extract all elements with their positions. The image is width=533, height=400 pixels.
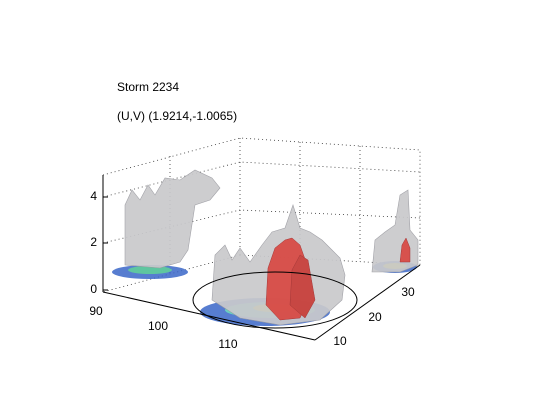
subtitle: (U,V) (1.9214,-1.0065) — [117, 109, 237, 123]
y-tick-label: 20 — [368, 310, 382, 324]
x-tick-label: 110 — [218, 337, 237, 351]
axes — [102, 175, 421, 341]
isosurface-red — [265, 237, 411, 321]
z-tick-label: 0 — [90, 282, 97, 296]
box-grid — [102, 137, 421, 293]
region-ellipse — [192, 271, 358, 329]
x-tick-label: 100 — [148, 319, 168, 333]
y-tick-label: 30 — [401, 285, 415, 299]
z-tick-label: 2 — [90, 235, 97, 249]
y-tick-label: 10 — [333, 334, 347, 348]
z-tick-label: 4 — [90, 189, 97, 203]
title: Storm 2234 — [117, 80, 179, 94]
x-tick-label: 90 — [89, 304, 103, 318]
